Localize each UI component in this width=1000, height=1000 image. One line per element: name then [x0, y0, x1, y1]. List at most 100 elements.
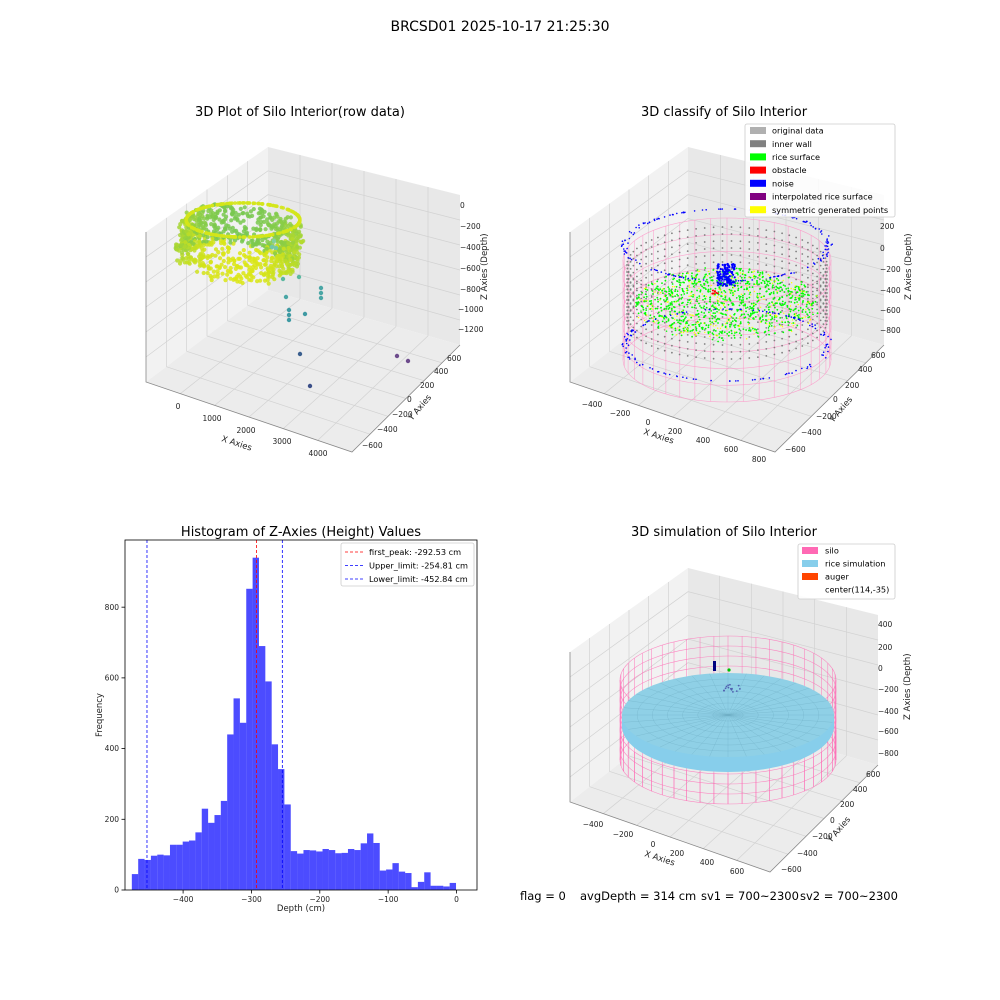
classify-points — [620, 208, 833, 382]
inner-wall-point — [730, 247, 733, 249]
rice-surface-point — [728, 331, 731, 334]
rice-surface-point — [696, 296, 698, 299]
symmetric-point — [752, 271, 754, 273]
symmetric-point — [691, 314, 693, 316]
symmetric-point — [801, 290, 803, 292]
raw-point — [283, 223, 288, 228]
rice-surface-point — [739, 269, 742, 272]
inner-wall-point — [748, 227, 751, 229]
raw-point — [223, 227, 228, 232]
interpolated-point — [777, 324, 779, 327]
inner-wall-point — [824, 326, 827, 329]
rice-surface-point — [744, 316, 747, 319]
classify-y-tick: 0 — [833, 395, 838, 404]
inner-wall-point — [739, 336, 742, 339]
rice-simulation-mesh — [709, 714, 729, 757]
raw-point — [247, 267, 252, 273]
symmetric-point — [697, 270, 699, 273]
inner-wall-point — [748, 350, 751, 352]
rice-surface-point — [659, 297, 662, 300]
rice-surface-point — [743, 313, 746, 316]
simulation-x-tick: 400 — [700, 858, 715, 867]
raw-point — [251, 207, 256, 212]
inner-wall-point — [801, 303, 804, 305]
inner-wall-point — [788, 241, 791, 244]
symmetric-point — [651, 304, 653, 306]
rice-surface-point — [693, 280, 696, 282]
rice-surface-point — [656, 307, 659, 310]
noise-point — [627, 257, 629, 259]
raw-point — [296, 235, 301, 240]
noise-point — [622, 343, 624, 345]
inner-wall-point — [773, 318, 776, 321]
rice-surface-point — [708, 317, 711, 320]
inner-wall-point — [730, 261, 733, 263]
rice-surface-point — [683, 306, 686, 308]
inner-wall-point — [773, 346, 776, 349]
rice-surface-point — [776, 286, 779, 289]
noise-point — [825, 241, 827, 243]
noise-point — [625, 342, 628, 345]
inner-wall-point — [627, 313, 630, 316]
noise-point — [649, 367, 651, 369]
symmetric-point — [751, 326, 753, 329]
rice-surface-point — [717, 322, 719, 324]
rice-surface-point — [734, 290, 736, 293]
raw-point — [185, 220, 189, 225]
noise-point — [824, 346, 826, 349]
raw-point — [259, 219, 264, 225]
rice-simulation-mesh — [623, 714, 729, 723]
noise-point — [653, 218, 656, 221]
noise-point — [692, 378, 695, 380]
noise-point — [791, 372, 793, 374]
inner-wall-point — [795, 278, 797, 281]
noise-point — [780, 274, 783, 277]
rice-surface-point — [759, 288, 761, 290]
raw-point — [182, 244, 187, 249]
simulation-silo-wireframe-front — [620, 730, 837, 804]
interpolated-point — [711, 288, 714, 290]
rice-surface-point — [722, 313, 724, 316]
raw-point — [277, 273, 282, 278]
raw-point — [228, 265, 233, 271]
rice-surface-point — [740, 299, 743, 302]
raw-y-ticks: 600 400 200 0 −200 −400 −600 — [362, 354, 462, 450]
rice-surface-point — [677, 321, 679, 324]
rice-surface-point — [794, 286, 797, 289]
noise-point — [809, 363, 811, 366]
rice-surface-point — [793, 301, 796, 304]
inner-wall-point — [773, 353, 776, 356]
rice-surface-point — [656, 285, 659, 288]
rice-simulation-mesh — [674, 678, 729, 716]
symmetric-point — [713, 320, 716, 322]
symmetric-point — [740, 310, 743, 312]
inner-wall-point — [678, 244, 681, 247]
rice-surface-point — [672, 278, 674, 281]
raw-x-tick: 1000 — [202, 414, 221, 423]
symmetric-point — [693, 294, 696, 296]
symmetric-point — [689, 314, 691, 316]
raw-point — [242, 260, 247, 265]
obstacle-point — [715, 291, 718, 294]
histogram-bar — [182, 841, 190, 890]
rice-simulation-mesh — [674, 714, 729, 752]
inner-wall-point — [781, 337, 783, 340]
noise-point — [820, 230, 823, 232]
inner-wall-point — [645, 290, 647, 293]
noise-point — [638, 227, 640, 229]
rice-surface-point — [736, 308, 738, 311]
rice-surface-point — [790, 297, 792, 299]
noise-point — [784, 273, 786, 275]
rice-surface-point — [774, 306, 776, 309]
symmetric-point — [775, 315, 777, 318]
inner-wall-point — [629, 296, 632, 298]
symmetric-point — [719, 327, 722, 330]
rice-surface-point — [796, 285, 798, 288]
rice-surface-point — [653, 315, 656, 318]
inner-wall-point — [629, 268, 632, 270]
noise-point — [728, 266, 731, 269]
symmetric-point — [697, 321, 700, 324]
raw-point — [240, 201, 245, 205]
rice-surface-point — [709, 290, 711, 293]
classify-legend-swatch — [750, 179, 766, 187]
